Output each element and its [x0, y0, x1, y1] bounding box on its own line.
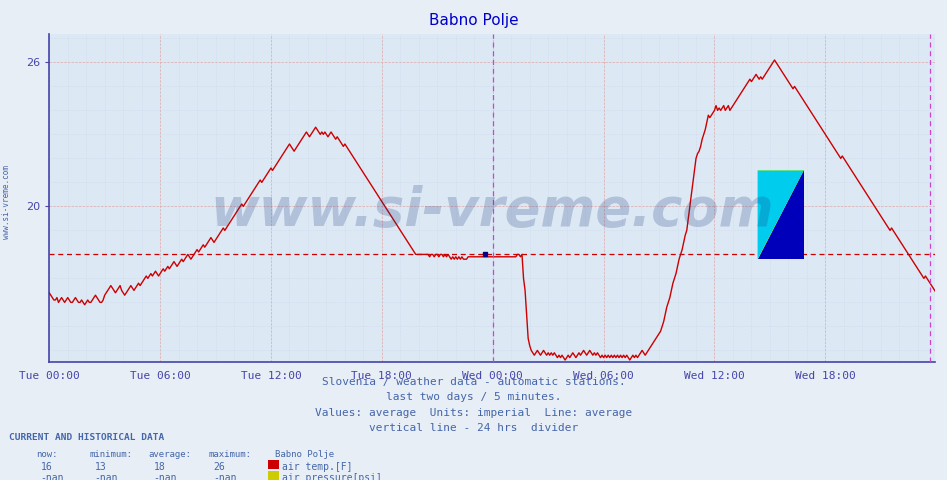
Text: maximum:: maximum:	[208, 450, 251, 459]
Polygon shape	[758, 170, 804, 259]
Text: Babno Polje: Babno Polje	[429, 13, 518, 28]
Text: 18: 18	[153, 462, 165, 472]
Text: -nan: -nan	[41, 473, 64, 480]
Text: last two days / 5 minutes.: last two days / 5 minutes.	[385, 392, 562, 402]
Text: -nan: -nan	[213, 473, 237, 480]
Text: Slovenia / weather data - automatic stations.: Slovenia / weather data - automatic stat…	[322, 377, 625, 387]
Text: 26: 26	[213, 462, 224, 472]
Text: www.si-vreme.com: www.si-vreme.com	[2, 165, 11, 239]
Bar	[758, 170, 804, 259]
Text: vertical line - 24 hrs  divider: vertical line - 24 hrs divider	[369, 423, 578, 433]
Text: 16: 16	[41, 462, 52, 472]
Polygon shape	[758, 170, 804, 259]
Text: -nan: -nan	[153, 473, 177, 480]
Text: air temp.[F]: air temp.[F]	[282, 462, 352, 472]
Text: average:: average:	[149, 450, 191, 459]
Text: www.si-vreme.com: www.si-vreme.com	[210, 185, 774, 237]
Text: CURRENT AND HISTORICAL DATA: CURRENT AND HISTORICAL DATA	[9, 433, 165, 443]
Text: minimum:: minimum:	[90, 450, 133, 459]
Text: 13: 13	[95, 462, 106, 472]
Text: Babno Polje: Babno Polje	[275, 450, 333, 459]
Text: air pressure[psi]: air pressure[psi]	[282, 473, 382, 480]
Text: now:: now:	[36, 450, 58, 459]
Text: -nan: -nan	[95, 473, 118, 480]
Text: Values: average  Units: imperial  Line: average: Values: average Units: imperial Line: av…	[314, 408, 633, 418]
